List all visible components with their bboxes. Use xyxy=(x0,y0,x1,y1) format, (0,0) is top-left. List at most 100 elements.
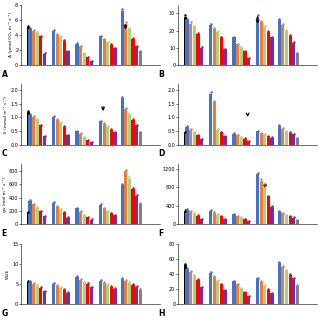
Bar xyxy=(124,172,127,224)
Bar xyxy=(32,204,35,224)
Bar xyxy=(236,284,239,304)
Bar xyxy=(263,188,266,224)
Bar xyxy=(240,288,243,304)
Bar xyxy=(247,58,250,65)
Bar xyxy=(79,46,82,65)
Bar xyxy=(200,219,203,224)
Bar xyxy=(240,48,243,65)
Bar xyxy=(86,284,90,304)
Bar xyxy=(103,39,106,65)
Bar xyxy=(36,286,39,304)
Bar xyxy=(63,290,66,304)
Bar xyxy=(233,214,236,224)
Bar xyxy=(43,216,46,224)
Text: H: H xyxy=(159,309,165,318)
Bar xyxy=(76,208,79,224)
Bar xyxy=(223,50,227,65)
Bar xyxy=(196,216,200,224)
Bar xyxy=(90,142,93,145)
Bar xyxy=(236,135,239,145)
Bar xyxy=(139,290,142,304)
Bar xyxy=(86,217,90,224)
Bar xyxy=(99,281,102,304)
Bar xyxy=(281,213,284,224)
Bar xyxy=(220,132,223,145)
Bar xyxy=(223,136,227,145)
Bar xyxy=(132,189,135,224)
Bar xyxy=(128,29,131,65)
Bar xyxy=(216,281,220,304)
Bar xyxy=(106,285,109,304)
Bar xyxy=(43,136,46,145)
Bar xyxy=(139,132,142,145)
Bar xyxy=(90,220,93,224)
Bar xyxy=(256,278,259,304)
Bar xyxy=(193,27,196,65)
Bar xyxy=(124,24,127,65)
Bar xyxy=(59,37,62,65)
Bar xyxy=(132,39,135,65)
Bar xyxy=(260,282,263,304)
Bar xyxy=(79,280,82,304)
Bar xyxy=(113,48,116,65)
Bar xyxy=(52,31,55,65)
Bar xyxy=(56,206,59,224)
Bar xyxy=(28,115,32,145)
Bar xyxy=(106,127,109,145)
Bar xyxy=(27,282,30,304)
Bar xyxy=(39,36,43,65)
Bar xyxy=(32,284,35,304)
Bar xyxy=(27,112,30,145)
Bar xyxy=(43,291,46,304)
Text: G: G xyxy=(2,309,8,318)
Bar xyxy=(106,43,109,65)
Bar xyxy=(135,196,138,224)
Bar xyxy=(83,282,86,304)
Bar xyxy=(99,36,102,65)
Bar xyxy=(216,214,220,224)
Bar xyxy=(289,36,292,65)
Bar xyxy=(278,20,281,65)
Bar xyxy=(270,37,274,65)
Bar xyxy=(223,290,227,304)
Bar xyxy=(121,98,124,145)
Bar xyxy=(28,282,32,304)
Bar xyxy=(110,287,113,304)
Bar xyxy=(267,32,270,65)
Text: E: E xyxy=(2,229,7,238)
Bar xyxy=(247,141,250,145)
Bar xyxy=(132,285,135,304)
Bar xyxy=(212,277,216,304)
Bar xyxy=(186,20,189,65)
Bar xyxy=(220,37,223,65)
Bar xyxy=(289,132,292,145)
Bar xyxy=(209,273,212,304)
Bar xyxy=(121,11,124,65)
Bar xyxy=(260,181,263,224)
Bar xyxy=(209,211,212,224)
Text: B: B xyxy=(159,70,164,79)
Bar xyxy=(59,123,62,145)
Bar xyxy=(67,135,69,145)
Bar xyxy=(292,278,295,304)
Bar xyxy=(212,213,216,224)
Bar xyxy=(209,94,212,145)
Bar xyxy=(243,139,246,145)
Bar xyxy=(212,102,216,145)
Bar xyxy=(233,281,236,304)
Bar xyxy=(267,136,270,145)
Bar xyxy=(263,286,266,304)
Bar xyxy=(113,132,116,145)
Bar xyxy=(296,138,299,145)
Bar xyxy=(209,25,212,65)
Bar xyxy=(296,286,299,304)
Bar xyxy=(233,37,236,65)
Bar xyxy=(110,130,113,145)
Bar xyxy=(233,134,236,145)
Bar xyxy=(83,215,86,224)
Bar xyxy=(110,213,113,224)
Bar xyxy=(27,27,30,65)
Bar xyxy=(86,140,90,145)
Bar xyxy=(27,212,30,224)
Bar xyxy=(67,293,69,304)
